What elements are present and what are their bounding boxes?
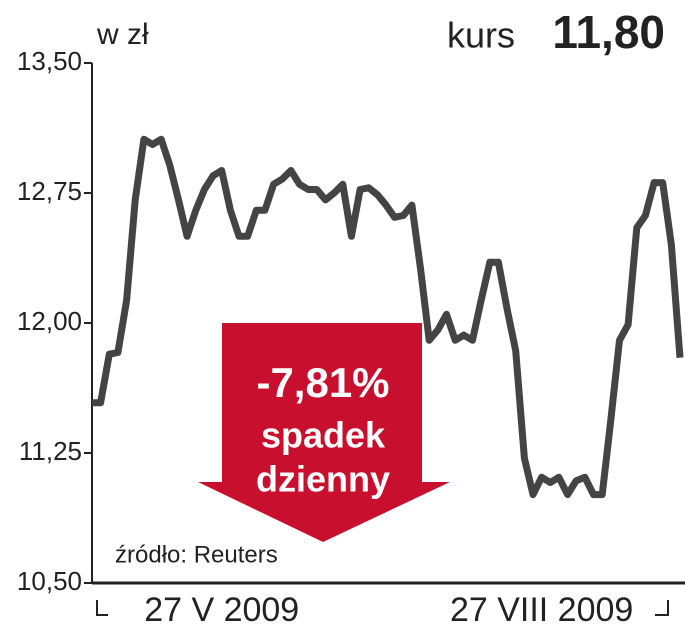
annotation-text: spadek	[261, 415, 386, 456]
unit-label: w zł	[96, 18, 149, 51]
annotation-arrow	[198, 323, 450, 542]
date-bracket	[96, 600, 108, 616]
y-tick-label: 10,50	[17, 566, 82, 596]
x-tick-label: 27 V 2009	[144, 591, 299, 629]
annotation-text: dzienny	[256, 459, 390, 500]
y-tick-label: 12,00	[17, 306, 82, 336]
y-tick-label: 13,50	[17, 46, 82, 76]
source-note: źródło: Reuters	[115, 541, 278, 568]
price-line	[92, 135, 684, 499]
y-tick-label: 11,25	[19, 436, 82, 466]
y-tick-label: 12,75	[17, 176, 82, 206]
x-tick-label: 27 VIII 2009	[450, 591, 633, 629]
annotation-value: -7,81%	[256, 359, 389, 406]
header-value: 11,80	[552, 6, 665, 58]
date-bracket	[655, 600, 669, 616]
header-label: kurs	[447, 15, 515, 56]
